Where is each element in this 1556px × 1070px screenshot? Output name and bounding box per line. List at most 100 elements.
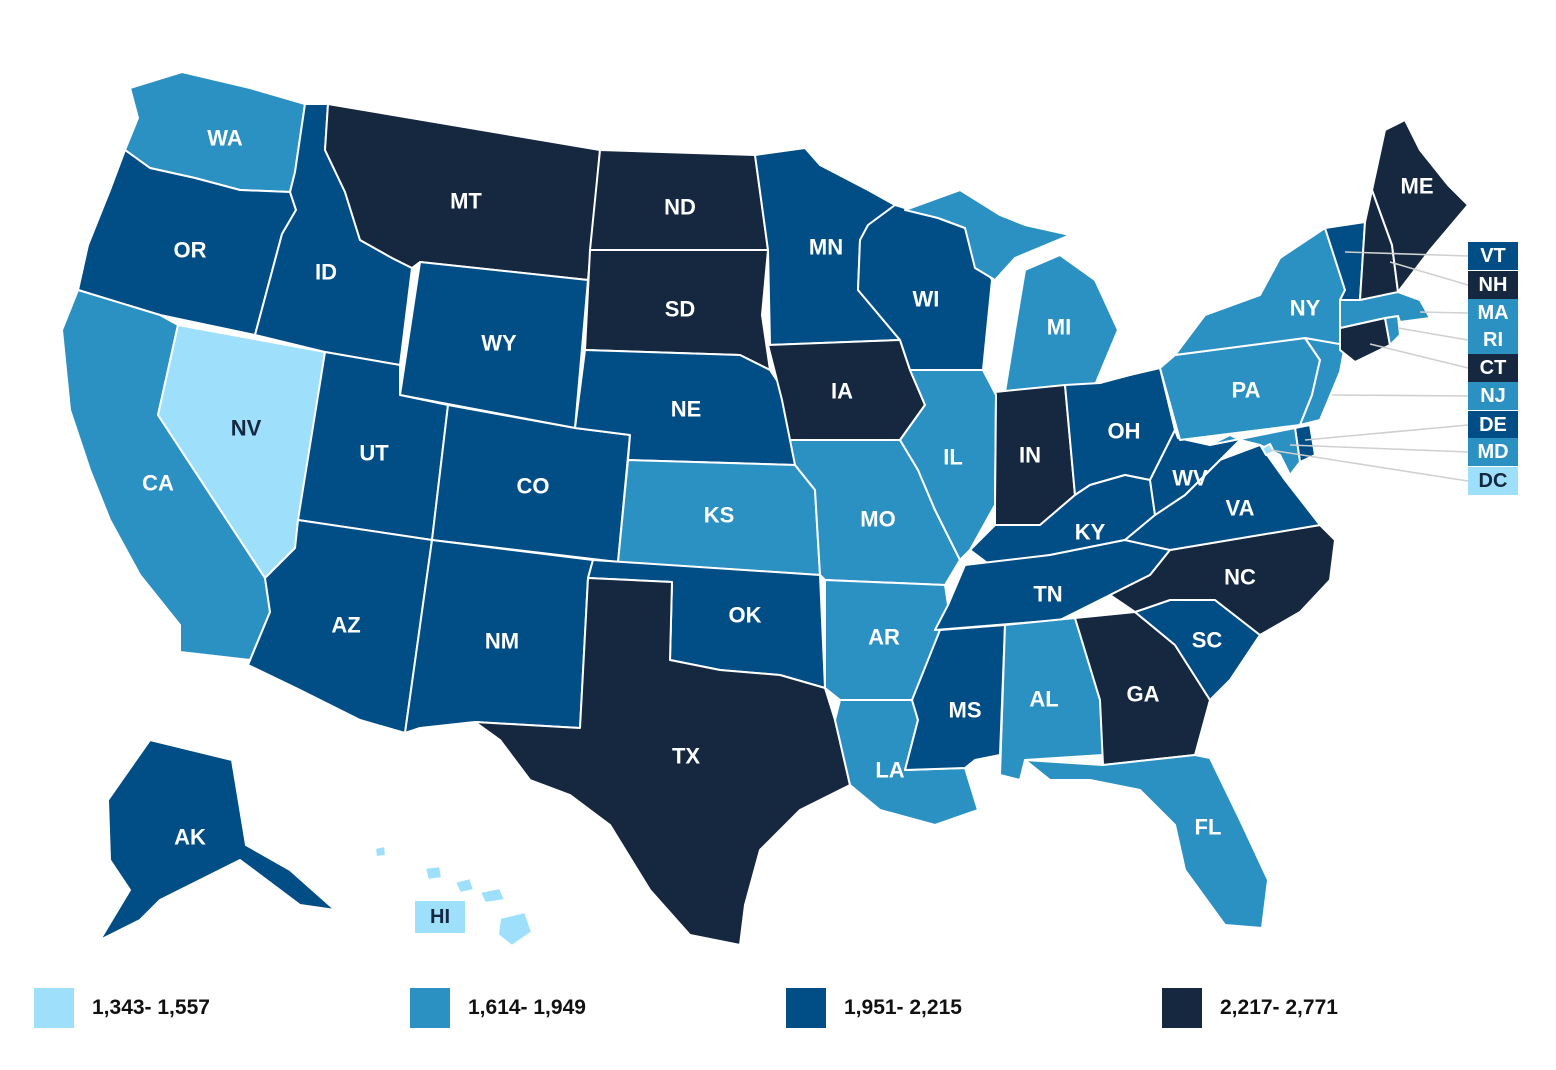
label-co: CO bbox=[517, 474, 550, 499]
svg-text:HI: HI bbox=[430, 906, 450, 928]
label-ms: MS bbox=[949, 698, 982, 723]
leader-nj bbox=[1331, 394, 1469, 397]
svg-text:MA: MA bbox=[1477, 302, 1508, 324]
legend-label-2: 1,614- 1,949 bbox=[468, 996, 586, 1019]
label-mi: MI bbox=[1047, 315, 1071, 340]
leader-ma bbox=[1419, 311, 1469, 314]
legend-swatch-4 bbox=[1162, 988, 1202, 1028]
state-ma[interactable] bbox=[1339, 291, 1431, 329]
svg-text:MD: MD bbox=[1477, 441, 1508, 463]
label-la: LA bbox=[875, 758, 904, 783]
label-oh: OH bbox=[1108, 419, 1141, 444]
small-state-tags: VT NH MA RI CT NJ DE MD DC HI bbox=[415, 242, 1518, 933]
tag-nh[interactable]: NH bbox=[1468, 271, 1518, 299]
label-ca: CA bbox=[142, 471, 174, 496]
svg-text:NH: NH bbox=[1479, 274, 1508, 296]
leader-md bbox=[1289, 444, 1469, 453]
leader-lines bbox=[1269, 251, 1469, 482]
label-ut: UT bbox=[359, 441, 389, 466]
label-ny: NY bbox=[1290, 296, 1321, 321]
tag-vt[interactable]: VT bbox=[1468, 242, 1518, 270]
label-id: ID bbox=[315, 260, 337, 285]
state-vt[interactable] bbox=[1324, 221, 1366, 301]
legend-swatch-1 bbox=[34, 988, 74, 1028]
label-al: AL bbox=[1029, 687, 1058, 712]
leader-ct bbox=[1369, 343, 1469, 369]
label-ne: NE bbox=[671, 397, 702, 422]
tag-de[interactable]: DE bbox=[1468, 411, 1518, 439]
label-az: AZ bbox=[331, 613, 360, 638]
state-mi[interactable] bbox=[904, 189, 1119, 393]
svg-text:RI: RI bbox=[1483, 329, 1503, 351]
label-ks: KS bbox=[704, 503, 735, 528]
state-me[interactable] bbox=[1371, 119, 1469, 293]
svg-text:DE: DE bbox=[1479, 414, 1507, 436]
label-nv: NV bbox=[231, 416, 262, 441]
tag-dc[interactable]: DC bbox=[1468, 467, 1518, 495]
state-ak[interactable] bbox=[99, 739, 336, 941]
label-mo: MO bbox=[860, 507, 895, 532]
legend: 1,343- 1,557 1,614- 1,949 1,951- 2,215 2… bbox=[0, 986, 1556, 1030]
label-nc: NC bbox=[1224, 565, 1256, 590]
tag-ct[interactable]: CT bbox=[1468, 354, 1518, 382]
tag-ri[interactable]: RI bbox=[1468, 326, 1518, 354]
svg-text:CT: CT bbox=[1480, 357, 1507, 379]
state-fl[interactable] bbox=[1024, 754, 1269, 929]
legend-label-3: 1,951- 2,215 bbox=[844, 996, 962, 1019]
state-shapes bbox=[61, 71, 1469, 947]
label-ia: IA bbox=[831, 379, 853, 404]
label-wy: WY bbox=[481, 331, 517, 356]
legend-swatch-3 bbox=[786, 988, 826, 1028]
leader-vt bbox=[1344, 251, 1469, 257]
label-ak: AK bbox=[174, 825, 206, 850]
tag-ma[interactable]: MA bbox=[1468, 299, 1518, 327]
label-wa: WA bbox=[207, 126, 243, 151]
leader-nh bbox=[1389, 261, 1469, 286]
label-sc: SC bbox=[1192, 628, 1223, 653]
leader-ri bbox=[1397, 327, 1469, 341]
legend-label-4: 2,217- 2,771 bbox=[1220, 996, 1338, 1019]
label-nd: ND bbox=[664, 195, 696, 220]
state-hi[interactable] bbox=[374, 845, 533, 947]
label-ga: GA bbox=[1127, 682, 1160, 707]
label-mt: MT bbox=[450, 189, 482, 214]
state-dc[interactable] bbox=[1261, 443, 1275, 456]
legend-swatch-2 bbox=[410, 988, 450, 1028]
leader-dc bbox=[1269, 449, 1469, 482]
state-labels: WA OR CA NV ID MT WY UT AZ CO NM ND SD N… bbox=[142, 126, 1433, 850]
label-pa: PA bbox=[1232, 378, 1261, 403]
legend-item-1: 1,343- 1,557 bbox=[34, 986, 210, 1030]
label-tx: TX bbox=[672, 744, 700, 769]
label-me: ME bbox=[1401, 174, 1434, 199]
label-mn: MN bbox=[809, 235, 843, 260]
state-il[interactable] bbox=[899, 369, 997, 561]
legend-item-3: 1,951- 2,215 bbox=[786, 986, 962, 1030]
label-sd: SD bbox=[665, 297, 696, 322]
svg-text:VT: VT bbox=[1480, 245, 1506, 267]
label-ky: KY bbox=[1075, 520, 1106, 545]
label-tn: TN bbox=[1033, 582, 1062, 607]
state-tx[interactable] bbox=[474, 577, 851, 946]
state-nc[interactable] bbox=[1109, 524, 1336, 636]
label-il: IL bbox=[943, 445, 963, 470]
tag-hi[interactable]: HI bbox=[415, 901, 465, 933]
legend-item-2: 1,614- 1,949 bbox=[410, 986, 586, 1030]
label-in: IN bbox=[1019, 443, 1041, 468]
label-va: VA bbox=[1226, 496, 1255, 521]
label-wv: WV bbox=[1172, 466, 1208, 491]
tag-md[interactable]: MD bbox=[1468, 438, 1518, 466]
tag-nj[interactable]: NJ bbox=[1468, 382, 1518, 410]
leader-de bbox=[1304, 424, 1469, 441]
legend-item-4: 2,217- 2,771 bbox=[1162, 986, 1338, 1030]
label-fl: FL bbox=[1195, 815, 1222, 840]
state-md[interactable] bbox=[1209, 427, 1301, 476]
label-ar: AR bbox=[868, 625, 900, 650]
label-ok: OK bbox=[729, 603, 762, 628]
label-nm: NM bbox=[485, 629, 519, 654]
label-wi: WI bbox=[913, 287, 940, 312]
svg-text:NJ: NJ bbox=[1480, 385, 1506, 407]
label-or: OR bbox=[174, 238, 207, 263]
svg-text:DC: DC bbox=[1479, 470, 1508, 492]
legend-label-1: 1,343- 1,557 bbox=[92, 996, 210, 1019]
us-choropleth-map: WA OR CA NV ID MT WY UT AZ CO NM ND SD N… bbox=[61, 71, 1518, 947]
